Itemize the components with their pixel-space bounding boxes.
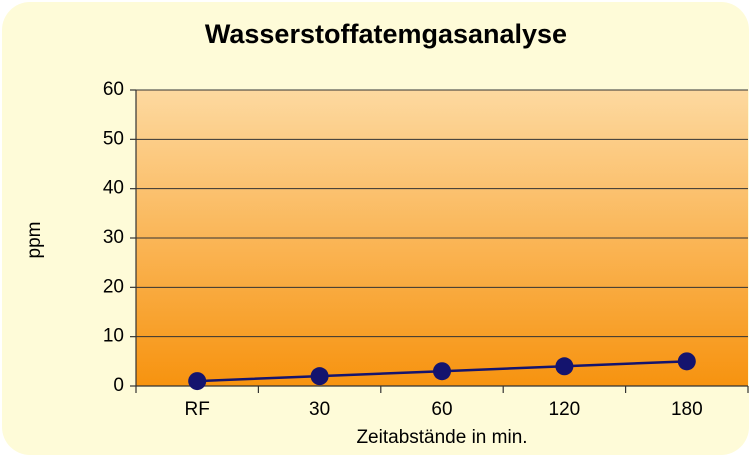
x-tick-label: 60	[431, 399, 452, 420]
y-tick-label: 40	[103, 178, 124, 199]
marker	[310, 367, 329, 386]
y-tick-label: 10	[103, 326, 124, 347]
marker	[188, 372, 207, 391]
y-tick-label: 20	[103, 276, 124, 297]
x-tick-label: 30	[309, 399, 330, 420]
marker	[677, 352, 696, 371]
x-tick-label: 120	[549, 399, 581, 420]
marker	[555, 357, 574, 376]
y-axis-label: ppm	[24, 222, 45, 259]
marker	[433, 362, 451, 381]
y-tick-label: 30	[103, 227, 124, 248]
y-tick-label: 50	[103, 128, 124, 149]
x-axis-label: Zeitabstände in min.	[356, 427, 527, 448]
x-tick-label: 180	[671, 399, 703, 420]
y-tick-label: 60	[103, 79, 124, 100]
chart-title: Wasserstoffatemgasanalyse	[205, 19, 567, 49]
x-tick-label: RF	[185, 399, 210, 420]
y-tick-label: 0	[113, 375, 124, 396]
